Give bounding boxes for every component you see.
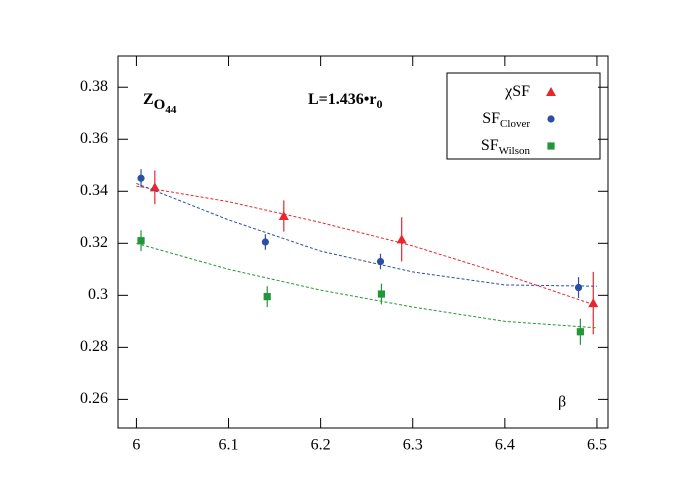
- x-tick-label: 6.2: [311, 437, 331, 454]
- legend-name-sub: Wilson: [499, 145, 531, 157]
- annotation-sub: 0: [377, 97, 383, 111]
- marker: [574, 283, 583, 292]
- legend-marker: [547, 115, 555, 123]
- y-tick-label: 0.36: [80, 130, 108, 147]
- legend-name: χSF: [504, 83, 530, 100]
- x-tick-label: 6.3: [403, 437, 423, 454]
- marker: [137, 237, 145, 245]
- x-axis-label: β: [558, 394, 566, 411]
- marker: [261, 238, 269, 246]
- x-tick-label: 6.1: [219, 437, 239, 454]
- marker: [278, 210, 289, 220]
- legend-name-sub: Clover: [500, 118, 530, 130]
- fit-line: [136, 185, 598, 307]
- marker: [149, 182, 160, 192]
- marker: [396, 234, 407, 244]
- legend-marker: [547, 142, 555, 150]
- marker: [263, 293, 271, 301]
- y-tick-label: 0.28: [80, 338, 108, 355]
- fit-line: [136, 242, 597, 329]
- legend-label: χSF: [504, 83, 530, 100]
- y-tick-label: 0.38: [80, 78, 108, 95]
- legend-label: SFClover: [482, 110, 530, 130]
- title-subsub: 44: [165, 104, 177, 116]
- x-tick-label: 6: [132, 437, 140, 454]
- marker: [376, 257, 385, 266]
- marker: [137, 174, 145, 182]
- fit-line: [136, 183, 597, 287]
- chart-title: ZO44: [143, 91, 177, 116]
- y-tick-label: 0.34: [80, 182, 108, 199]
- y-tick-label: 0.32: [80, 234, 108, 251]
- marker: [588, 298, 599, 308]
- legend-label: SFWilson: [481, 137, 531, 157]
- plot-frame: [117, 55, 609, 429]
- x-tick-label: 6.4: [495, 437, 515, 454]
- y-tick-label: 0.26: [80, 390, 108, 407]
- title-sub: O: [154, 97, 166, 113]
- annotation-main: L=1.436•r: [308, 91, 377, 108]
- annotation: L=1.436•r0: [308, 91, 383, 111]
- legend-box: [446, 72, 601, 160]
- marker: [377, 290, 386, 298]
- x-tick-label: 6.5: [587, 437, 607, 454]
- y-tick-label: 0.3: [88, 286, 108, 303]
- legend-marker: [546, 87, 556, 96]
- marker: [576, 328, 584, 336]
- legend-name: SF: [481, 137, 499, 154]
- legend-name: SF: [482, 110, 500, 127]
- title-main: Z: [143, 91, 154, 108]
